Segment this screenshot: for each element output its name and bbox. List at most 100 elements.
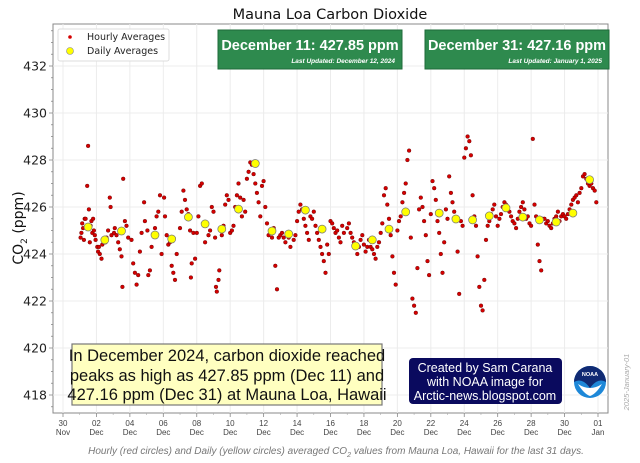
hourly-point — [549, 226, 554, 231]
hourly-point — [448, 190, 453, 195]
hourly-point — [348, 230, 353, 235]
caption-pre: Hourly (red circles) and Daily (yellow c… — [88, 446, 347, 457]
credit: Created by Sam Carana with NOAA image fo… — [409, 358, 562, 404]
hourly-point — [520, 200, 525, 205]
hourly-point — [412, 303, 417, 308]
hourly-point — [437, 230, 442, 235]
credit-line-2: with NOAA image for — [426, 375, 543, 389]
hourly-point — [370, 247, 375, 252]
hourly-point — [274, 287, 280, 292]
hourly-point — [407, 148, 412, 153]
hourly-point — [217, 268, 222, 273]
hourly-point — [147, 268, 152, 273]
daily-point — [234, 204, 243, 214]
y-tick-label: 422 — [23, 294, 47, 309]
hourly-point — [131, 261, 136, 266]
green-box — [217, 29, 403, 70]
hourly-point — [193, 256, 198, 261]
hourly-point — [129, 237, 134, 242]
hourly-point — [281, 235, 286, 240]
hourly-point — [246, 169, 251, 174]
hourly-point — [162, 214, 168, 219]
credit-line-1: Created by Sam Carana — [418, 361, 553, 375]
hourly-point — [203, 240, 208, 245]
hourly-point — [263, 204, 268, 210]
hourly-point — [79, 230, 84, 235]
hourly-point — [223, 202, 228, 207]
x-tick-label-day: 26 — [493, 419, 502, 428]
hourly-point — [199, 181, 204, 186]
x-tick-label-day: 10 — [226, 419, 235, 428]
hourly-point — [194, 230, 199, 235]
credit-box — [409, 358, 562, 404]
daily-point — [501, 203, 511, 213]
hourly-point — [378, 230, 383, 235]
hourly-point — [234, 193, 239, 198]
hourly-point — [528, 223, 534, 228]
hourly-point — [396, 219, 402, 224]
x-tick-label-day: 20 — [393, 419, 402, 428]
hourly-point — [393, 282, 398, 287]
hourly-point — [316, 237, 321, 242]
hourly-point — [214, 289, 219, 294]
hourly-point — [371, 251, 377, 257]
hourly-point — [417, 207, 422, 212]
hourly-point — [231, 223, 236, 228]
hourly-point — [298, 202, 303, 207]
hourly-point — [428, 212, 433, 217]
hourly-point — [189, 261, 194, 266]
x-tick-label-month: Dec — [290, 428, 304, 437]
hourly-point — [253, 181, 258, 186]
hourly-point — [96, 244, 101, 249]
hourly-point — [388, 233, 393, 238]
hourly-point — [477, 284, 482, 289]
hourly-point — [181, 188, 186, 193]
hourly-point — [522, 207, 527, 212]
hourly-point — [350, 235, 355, 240]
note-line-1: In December 2024, carbon dioxide reached — [69, 347, 385, 365]
hourly-point — [555, 209, 560, 214]
hourly-point — [256, 200, 261, 205]
hourly-point — [355, 251, 360, 257]
daily-point — [535, 215, 544, 225]
hourly-point — [373, 256, 378, 261]
hourly-point — [325, 242, 330, 247]
x-tick-label-day: 18 — [359, 419, 368, 428]
credit-line-3: Arctic-news.blogspot.com — [414, 389, 556, 403]
daily-point — [551, 217, 561, 227]
hourly-point — [483, 237, 489, 242]
hourly-point — [305, 230, 310, 235]
hourly-point — [433, 197, 438, 202]
hourly-point — [206, 233, 211, 238]
hourly-point — [340, 223, 345, 228]
y-label-rest: (ppm) — [11, 191, 27, 238]
hourly-point — [360, 233, 365, 238]
hourly-point — [213, 235, 218, 240]
daily-point — [468, 215, 477, 225]
hourly-point — [569, 202, 574, 207]
hourly-point — [291, 237, 296, 242]
hourly-point — [99, 256, 104, 261]
daily-point — [351, 241, 360, 251]
hourly-point — [211, 209, 216, 214]
hourly-point — [594, 200, 599, 205]
hourly-point — [85, 143, 91, 148]
caption-sub: 2 — [346, 452, 351, 459]
noaa-logo-text: NOAA — [582, 372, 598, 378]
hourly-point — [241, 197, 246, 202]
x-tick-label-month: Nov — [56, 428, 70, 437]
hourly-point — [537, 259, 542, 264]
note-line-3: 427.16 ppm (Dec 31) at Mauna Loa, Hawaii — [67, 386, 386, 404]
hourly-point — [410, 296, 415, 301]
dec11-updated: Last Updated: December 12, 2024 — [291, 58, 395, 65]
hourly-point — [239, 214, 244, 219]
x-tick-label-day: 14 — [293, 419, 302, 428]
hourly-point — [383, 186, 388, 191]
hourly-point — [139, 230, 144, 235]
hourly-point — [381, 193, 387, 198]
daily-point — [518, 212, 528, 222]
hourly-point — [425, 259, 430, 264]
hourly-point — [301, 216, 306, 221]
x-tick-label-month: Jan — [592, 428, 605, 437]
hourly-point — [497, 216, 502, 221]
